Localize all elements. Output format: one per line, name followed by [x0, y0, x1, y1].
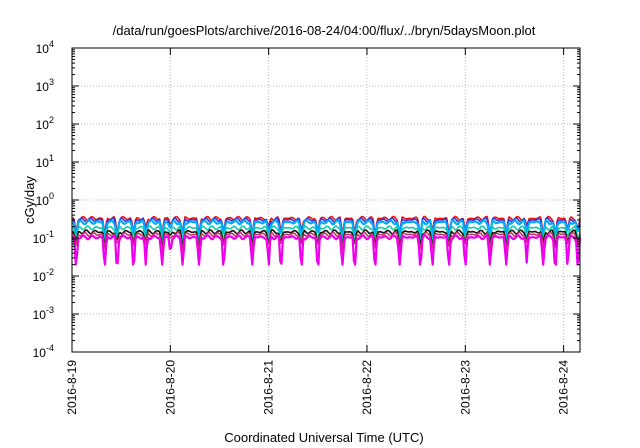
- series-line: [71, 231, 581, 254]
- y-tick-exponent: -3: [46, 305, 54, 315]
- y-tick-base: 10: [33, 346, 47, 360]
- y-tick-label: 10-4: [33, 343, 54, 360]
- y-tick-exponent: 2: [49, 115, 54, 125]
- y-axis-title: cGy/day: [22, 176, 37, 224]
- y-tick-base: 10: [36, 118, 50, 132]
- y-tick-label: 10-1: [33, 229, 54, 246]
- x-tick-label: 2016-8-19: [65, 360, 79, 415]
- grid-lines: [72, 48, 580, 352]
- y-tick-label: 104: [36, 39, 54, 56]
- y-tick-base: 10: [36, 194, 50, 208]
- y-tick-base: 10: [36, 80, 50, 94]
- series-line: [71, 215, 581, 240]
- y-tick-exponent: 0: [49, 191, 54, 201]
- tick-marks: [71, 47, 580, 353]
- y-tick-label: 102: [36, 115, 54, 132]
- y-tick-label: 103: [36, 77, 54, 94]
- series-layer: [71, 215, 582, 266]
- y-tick-base: 10: [33, 308, 47, 322]
- chart-title: /data/run/goesPlots/archive/2016-08-24/0…: [113, 23, 536, 38]
- series-line: [71, 234, 582, 266]
- series-line: [71, 229, 581, 251]
- x-tick-label: 2016-8-22: [360, 360, 374, 415]
- y-tick-label: 101: [36, 153, 54, 170]
- x-tick-label: 2016-8-23: [458, 360, 472, 415]
- series-line: [72, 219, 582, 243]
- y-tick-base: 10: [33, 270, 47, 284]
- x-tick-label: 2016-8-24: [557, 360, 571, 415]
- y-tick-exponent: -2: [46, 267, 54, 277]
- y-tick-exponent: 3: [49, 77, 54, 87]
- y-tick-label: 10-3: [33, 305, 54, 322]
- y-tick-exponent: -1: [46, 229, 54, 239]
- y-tick-exponent: 1: [49, 153, 54, 163]
- y-tick-base: 10: [33, 232, 47, 246]
- series-line: [71, 225, 581, 248]
- y-tick-label: 10-2: [33, 267, 54, 284]
- y-tick-base: 10: [36, 156, 50, 170]
- y-tick-base: 10: [36, 42, 50, 56]
- y-tick-exponent: 4: [49, 39, 54, 49]
- x-axis-title: Coordinated Universal Time (UTC): [224, 430, 423, 445]
- x-tick-label: 2016-8-21: [262, 360, 276, 415]
- x-tick-label: 2016-8-20: [163, 360, 177, 415]
- y-tick-exponent: -4: [46, 343, 54, 353]
- plot-frame: [71, 47, 581, 353]
- y-tick-label: 100: [36, 191, 54, 208]
- x-tick-labels: 2016-8-19 2016-8-20 2016-8-21 2016-8-22 2016…: [65, 360, 571, 415]
